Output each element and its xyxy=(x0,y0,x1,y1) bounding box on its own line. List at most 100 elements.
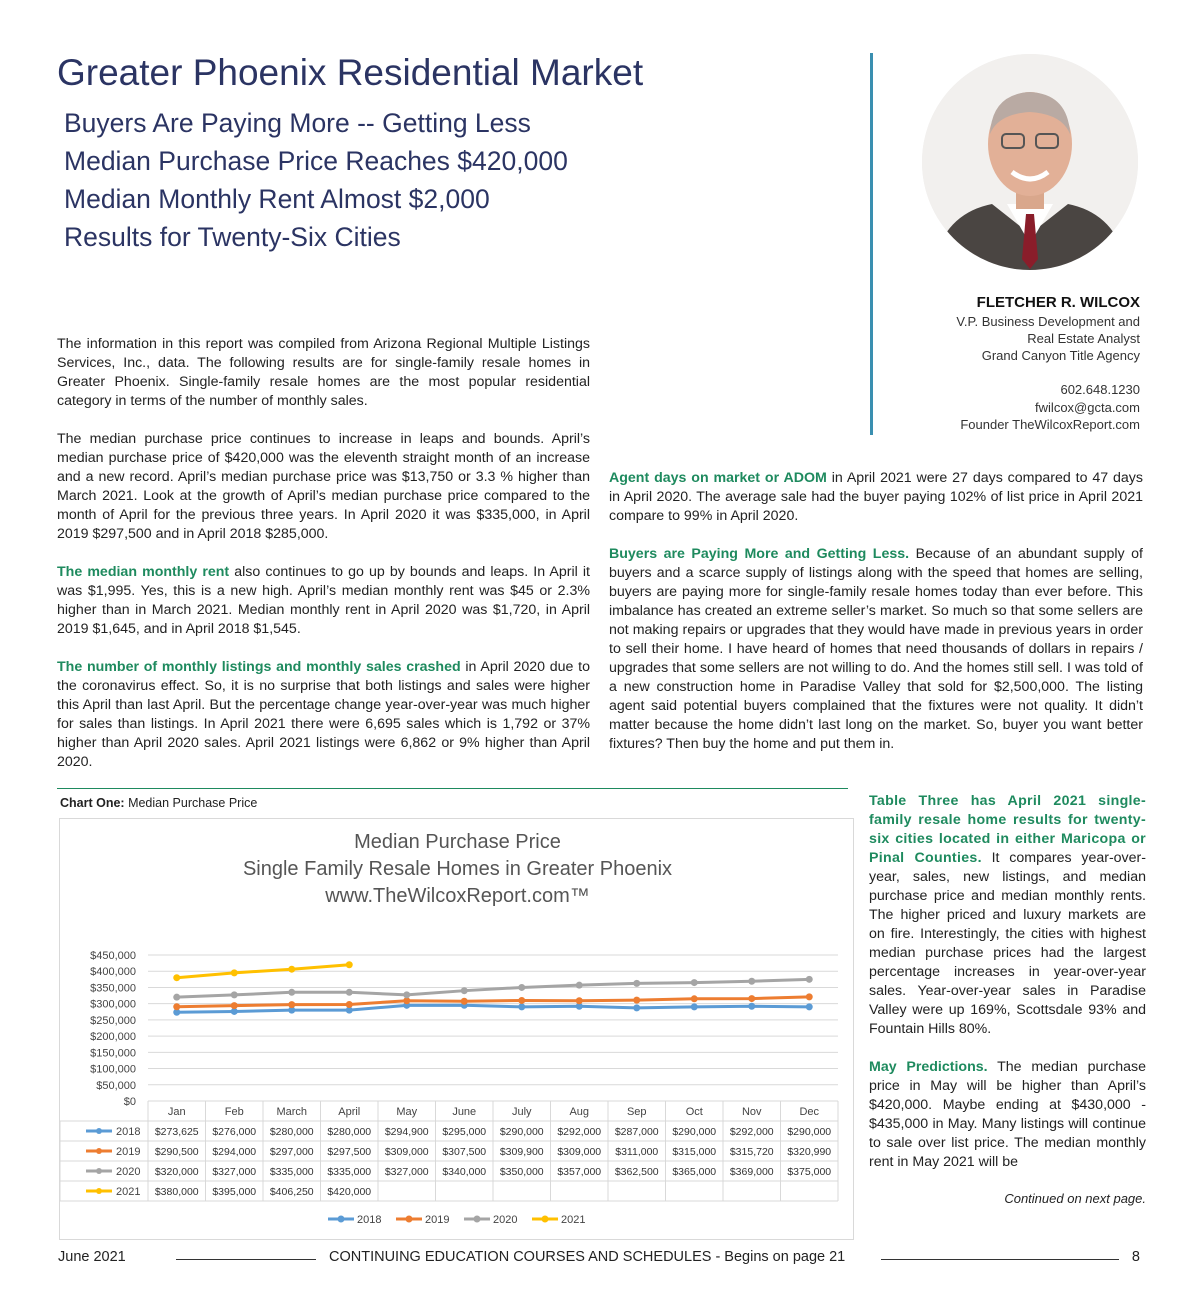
rent-text: also continues to go up by bounds and le… xyxy=(57,564,590,637)
data-table-cell: $369,000 xyxy=(730,1166,774,1178)
footer-date: June 2021 xyxy=(58,1249,126,1265)
data-table-cell: $309,000 xyxy=(557,1146,601,1158)
data-point-2019 xyxy=(518,996,526,1004)
author-company: Grand Canyon Title Agency xyxy=(981,348,1140,363)
adom-lead: Agent days on market or ADOM xyxy=(609,470,827,486)
listings-paragraph: The number of monthly listings and month… xyxy=(57,658,590,772)
legend-marker-2018 xyxy=(337,1215,345,1223)
price-paragraph: The median purchase price continues to i… xyxy=(57,431,590,542)
legend-key-marker xyxy=(96,1128,102,1134)
subtitle-3: Median Monthly Rent Almost $2,000 xyxy=(64,184,490,214)
legend-marker-2019 xyxy=(405,1215,413,1223)
legend-label-2021: 2021 xyxy=(561,1214,585,1226)
y-tick-label: $400,000 xyxy=(90,966,136,978)
series-label: 2021 xyxy=(116,1186,140,1198)
data-point-2019 xyxy=(748,995,756,1003)
buyers-lead: Buyers are Paying More and Getting Less. xyxy=(609,546,910,562)
data-table-cell: $320,000 xyxy=(155,1166,199,1178)
data-point-2019 xyxy=(633,996,641,1004)
footer-rule-left xyxy=(176,1259,316,1260)
data-point-2019 xyxy=(690,995,698,1003)
buyers-text: Because of an abundant supply of buyers … xyxy=(609,546,1143,752)
data-point-2020 xyxy=(575,981,583,989)
y-tick-label: $200,000 xyxy=(90,1031,136,1043)
legend-key-marker xyxy=(96,1168,102,1174)
data-point-2021 xyxy=(173,974,181,982)
footer-rule-right xyxy=(881,1259,1119,1260)
data-table-cell: $335,000 xyxy=(327,1166,371,1178)
x-category-label: Nov xyxy=(742,1106,762,1118)
data-table-cell: $380,000 xyxy=(155,1186,199,1198)
author-phone: 602.648.1230 xyxy=(1060,382,1140,397)
chart-title-1: Median Purchase Price xyxy=(354,831,561,853)
data-table-cell: $290,000 xyxy=(500,1126,544,1138)
data-table-cell: $395,000 xyxy=(212,1186,256,1198)
author-title-1: V.P. Business Development and xyxy=(956,314,1140,329)
data-table-cell: $290,000 xyxy=(787,1126,831,1138)
subtitle-4: Results for Twenty-Six Cities xyxy=(64,222,401,252)
data-table-cell: $287,000 xyxy=(615,1126,659,1138)
predictions-lead: May Predictions. xyxy=(869,1059,988,1075)
data-point-2020 xyxy=(288,988,296,996)
author-title-2: Real Estate Analyst xyxy=(1027,331,1140,346)
x-category-label: March xyxy=(276,1106,307,1118)
legend-key-marker xyxy=(96,1148,102,1154)
data-table-cell: $297,000 xyxy=(270,1146,314,1158)
legend-marker-2021 xyxy=(541,1215,549,1223)
footer-center: CONTINUING EDUCATION COURSES AND SCHEDUL… xyxy=(329,1249,846,1265)
data-table-cell: $307,500 xyxy=(442,1146,486,1158)
series-label: 2020 xyxy=(116,1166,140,1178)
data-point-2018 xyxy=(230,1007,238,1015)
x-category-label: Sep xyxy=(627,1106,647,1118)
y-tick-label: $450,000 xyxy=(90,950,136,962)
data-point-2019 xyxy=(288,1001,296,1009)
data-table-cell: $315,720 xyxy=(730,1146,774,1158)
table-three-lead: Table Three has April 2021 single-family… xyxy=(869,793,1146,866)
listings-text: in April 2020 due to the coronavirus eff… xyxy=(57,659,590,770)
series-label: 2018 xyxy=(116,1126,140,1138)
data-point-2019 xyxy=(805,993,813,1001)
x-category-label: Feb xyxy=(225,1106,244,1118)
data-point-2020 xyxy=(805,975,813,983)
data-point-2019 xyxy=(460,997,468,1005)
adom-paragraph: Agent days on market or ADOM in April 20… xyxy=(609,469,1143,526)
data-table-cell: $362,500 xyxy=(615,1166,659,1178)
data-point-2019 xyxy=(575,997,583,1005)
intro-paragraph: The information in this report was compi… xyxy=(57,336,590,409)
data-point-2018 xyxy=(748,1002,756,1010)
data-point-2019 xyxy=(173,1003,181,1011)
y-tick-label: $50,000 xyxy=(96,1080,136,1092)
data-point-2019 xyxy=(230,1002,238,1010)
data-point-2019 xyxy=(345,1000,353,1008)
adom-text: in April 2021 were 27 days compared to 4… xyxy=(609,470,1143,524)
subtitle-2: Median Purchase Price Reaches $420,000 xyxy=(64,146,568,176)
data-table-cell: $280,000 xyxy=(327,1126,371,1138)
legend-label-2019: 2019 xyxy=(425,1214,449,1226)
data-table-cell: $276,000 xyxy=(212,1126,256,1138)
rent-lead: The median monthly rent xyxy=(57,564,230,580)
continued-note: Continued on next page. xyxy=(1004,1191,1146,1206)
left-column: The information in this report was compi… xyxy=(57,335,590,791)
data-point-2018 xyxy=(288,1006,296,1014)
subtitle-1: Buyers Are Paying More -- Getting Less xyxy=(64,108,531,138)
x-category-label: April xyxy=(338,1106,360,1118)
data-point-2018 xyxy=(518,1003,526,1011)
page-number: 8 xyxy=(1131,1249,1140,1265)
series-line-2019 xyxy=(176,995,810,1009)
chart-container: Median Purchase Price Single Family Resa… xyxy=(59,818,854,1240)
data-point-2020 xyxy=(633,979,641,987)
x-category-label: Aug xyxy=(569,1106,589,1118)
predictions-text: The median purchase price in May will be… xyxy=(869,1059,1146,1170)
buyers-paragraph: Buyers are Paying More and Getting Less.… xyxy=(609,545,1143,754)
table-three-text: It compares year-over-year, sales, new l… xyxy=(869,850,1146,1037)
legend-marker-2020 xyxy=(473,1215,481,1223)
series-label: 2019 xyxy=(116,1146,140,1158)
data-point-2018 xyxy=(690,1003,698,1011)
data-point-2020 xyxy=(748,977,756,985)
series-line-2018 xyxy=(176,1003,810,1014)
x-category-label: June xyxy=(452,1106,476,1118)
data-table-cell: $292,000 xyxy=(730,1126,774,1138)
chart-caption-label: Chart One: xyxy=(60,796,125,810)
author-email[interactable]: fwilcox@gcta.com xyxy=(1035,400,1140,415)
data-table-cell: $297,500 xyxy=(327,1146,371,1158)
